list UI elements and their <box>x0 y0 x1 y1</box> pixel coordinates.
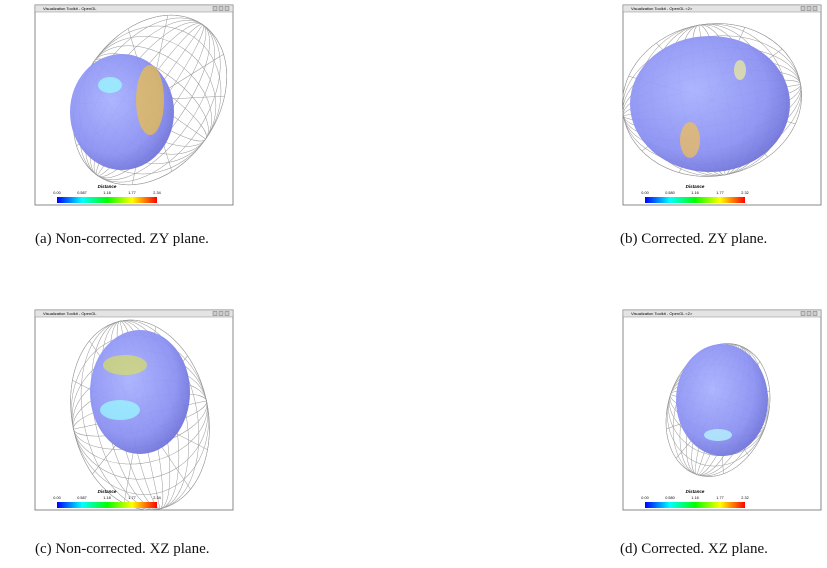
color-bar <box>645 197 745 203</box>
legend-title: Distance <box>98 489 117 494</box>
legend-tick-label: 0.580 <box>665 191 675 195</box>
distance-surface <box>630 36 790 172</box>
legend-tick-label: 0.00 <box>641 191 648 195</box>
window-title: Visualization Toolkit - OpenGL <2> <box>631 6 693 11</box>
legend-tick-label: 2.34 <box>153 496 160 500</box>
window-button <box>219 7 223 11</box>
color-patch <box>680 122 700 158</box>
legend-tick-label: 2.32 <box>741 191 748 195</box>
window-button <box>807 7 811 11</box>
color-patch <box>136 65 164 135</box>
legend-tick-label: 0.587 <box>77 191 87 195</box>
panel: Visualization Toolkit - OpenGL Distance 0.… <box>35 307 233 557</box>
panel: Visualization Toolkit - OpenGL Distance 0.… <box>35 0 258 247</box>
legend-tick-label: 2.34 <box>153 191 160 195</box>
panel: Visualization Toolkit - OpenGL <2> Distan… <box>620 310 821 557</box>
color-bar <box>645 502 745 508</box>
caption: (b) Corrected. ZY plane. <box>620 231 767 247</box>
window-button <box>801 7 805 11</box>
legend-tick-label: 0.00 <box>53 496 60 500</box>
window-button <box>225 7 229 11</box>
caption: (a) Non-corrected. ZY plane. <box>35 231 209 247</box>
color-patch <box>103 355 147 375</box>
panel: Visualization Toolkit - OpenGL <2> Distan… <box>610 5 821 247</box>
window-button <box>801 312 805 316</box>
color-patch <box>704 429 732 441</box>
window-title: Visualization Toolkit - OpenGL <box>43 311 97 316</box>
color-patch <box>100 400 140 420</box>
legend-title: Distance <box>98 184 117 189</box>
window-title: Visualization Toolkit - OpenGL <box>43 6 97 11</box>
legend-tick-label: 1.18 <box>103 496 110 500</box>
legend-tick-label: 1.77 <box>716 191 723 195</box>
window-title: Visualization Toolkit - OpenGL <2> <box>631 311 693 316</box>
legend-tick-label: 1.77 <box>716 496 723 500</box>
color-bar <box>57 197 157 203</box>
caption: (c) Non-corrected. XZ plane. <box>35 541 210 557</box>
color-patch <box>734 60 746 80</box>
legend-title: Distance <box>686 489 705 494</box>
distance-surface <box>90 330 190 454</box>
color-bar <box>57 502 157 508</box>
legend-tick-label: 1.77 <box>128 191 135 195</box>
window-button <box>213 312 217 316</box>
legend-tick-label: 0.587 <box>77 496 87 500</box>
legend-tick-label: 1.18 <box>103 191 110 195</box>
legend-tick-label: 0.580 <box>665 496 675 500</box>
legend-tick-label: 2.32 <box>741 496 748 500</box>
caption: (d) Corrected. XZ plane. <box>620 541 768 557</box>
legend-title: Distance <box>686 184 705 189</box>
legend-tick-label: 0.00 <box>641 496 648 500</box>
figure: Visualization Toolkit - OpenGL Distance 0.… <box>0 0 827 568</box>
window-button <box>219 312 223 316</box>
legend-tick-label: 0.00 <box>53 191 60 195</box>
legend-tick-label: 1.77 <box>128 496 135 500</box>
window-button <box>213 7 217 11</box>
window-button <box>813 7 817 11</box>
window-button <box>225 312 229 316</box>
legend-tick-label: 1.16 <box>691 191 698 195</box>
window-button <box>807 312 811 316</box>
color-patch <box>98 77 122 93</box>
window-button <box>813 312 817 316</box>
legend-tick-label: 1.16 <box>691 496 698 500</box>
